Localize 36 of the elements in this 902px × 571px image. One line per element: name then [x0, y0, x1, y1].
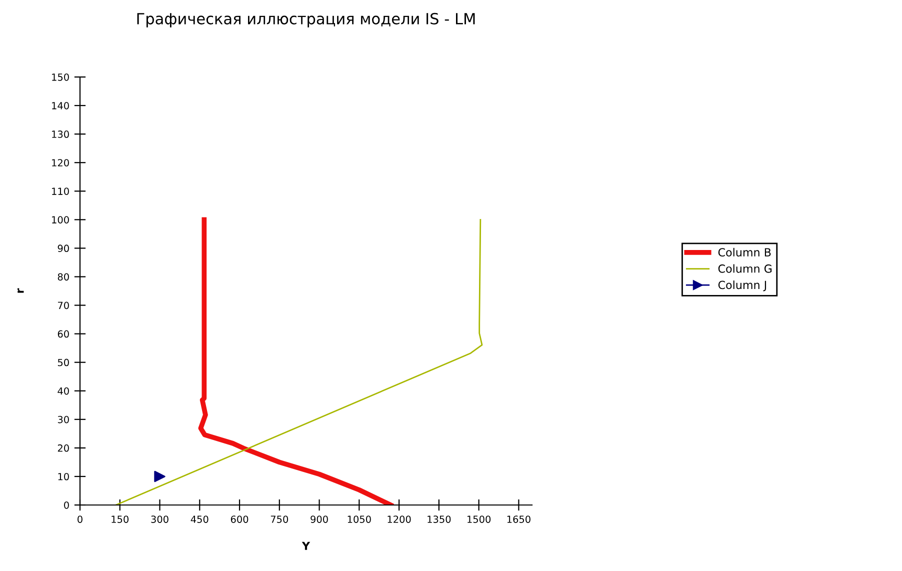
- y-tick-label: 0: [64, 501, 69, 509]
- y-tick-label: 120: [52, 159, 69, 166]
- legend-label: Column B: [718, 248, 771, 257]
- y-tick-label: 140: [52, 102, 69, 110]
- x-tick-label: 750: [270, 516, 288, 523]
- x-tick-label: 600: [230, 516, 248, 523]
- x-tick-label: 150: [112, 516, 129, 523]
- x-tick-label: 0: [78, 516, 82, 523]
- line-series: [115, 218, 483, 505]
- y-tick-label: 70: [58, 302, 69, 310]
- y-tick-label: 60: [58, 330, 69, 338]
- y-tick-label: 50: [58, 358, 69, 366]
- y-axis-title: r: [17, 288, 24, 293]
- y-tick-label: 100: [52, 216, 69, 224]
- x-tick-label: 1500: [468, 516, 491, 523]
- x-tick-label: 1050: [348, 516, 371, 523]
- y-tick-label: 10: [58, 472, 69, 480]
- y-tick-label: 90: [58, 244, 69, 252]
- x-tick-label: 450: [190, 516, 208, 523]
- x-tick-label: 900: [310, 516, 328, 523]
- y-tick-label: 150: [52, 73, 69, 81]
- x-tick-label: 1650: [507, 516, 530, 523]
- y-tick-label: 30: [58, 416, 69, 424]
- y-tick-label: 130: [52, 130, 69, 138]
- legend-label: Column J: [718, 280, 766, 292]
- legend-label: Column G: [718, 264, 772, 273]
- x-tick-label: 1200: [388, 516, 411, 523]
- x-tick-label: 1350: [428, 516, 451, 523]
- y-tick-label: 80: [58, 273, 69, 281]
- y-tick-label: 110: [52, 188, 69, 195]
- x-tick-label: 300: [151, 516, 168, 523]
- y-tick-label: 40: [58, 387, 69, 395]
- x-axis-title: Y: [302, 542, 310, 550]
- line-series: [198, 217, 394, 505]
- chart-title: Графическая иллюстрация модели IS - LM: [137, 12, 475, 28]
- y-tick-label: 20: [58, 444, 69, 452]
